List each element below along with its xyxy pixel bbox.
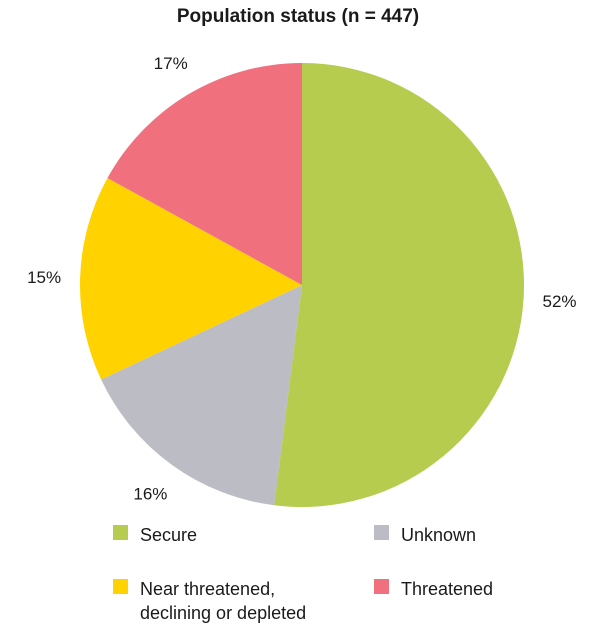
legend-item-secure: Secure	[113, 523, 197, 547]
pie-slice-unknown	[101, 285, 302, 506]
slice-label-unknown: 16%	[133, 485, 167, 504]
slice-label-secure: 52%	[542, 292, 576, 311]
chart-title: Population status (n = 447)	[176, 6, 420, 27]
legend-swatch-unknown	[374, 525, 389, 540]
legend-item-threatened: Threatened	[374, 577, 493, 601]
legend-swatch-threatened	[374, 579, 389, 594]
legend-label-unknown: Unknown	[401, 525, 477, 545]
legend-item-unknown: Unknown	[374, 523, 476, 547]
pie-slice-threatened	[107, 63, 303, 285]
legend-item-near-threatened: Near threatened, declining or depleted	[113, 577, 306, 625]
legend-swatch-near-threatened	[113, 579, 128, 594]
legend-swatch-secure	[113, 525, 128, 540]
legend-label-secure: Secure	[140, 525, 198, 545]
legend-label-threatened: Threatened	[401, 579, 494, 599]
slice-label-near-threatened: 15%	[27, 268, 61, 287]
slice-label-threatened: 17%	[154, 54, 188, 73]
pie-slice-near-threatened	[80, 178, 303, 380]
pie-slice-secure	[274, 63, 524, 508]
legend-label-near-threatened: Near threatened, declining or depleted	[140, 579, 307, 623]
